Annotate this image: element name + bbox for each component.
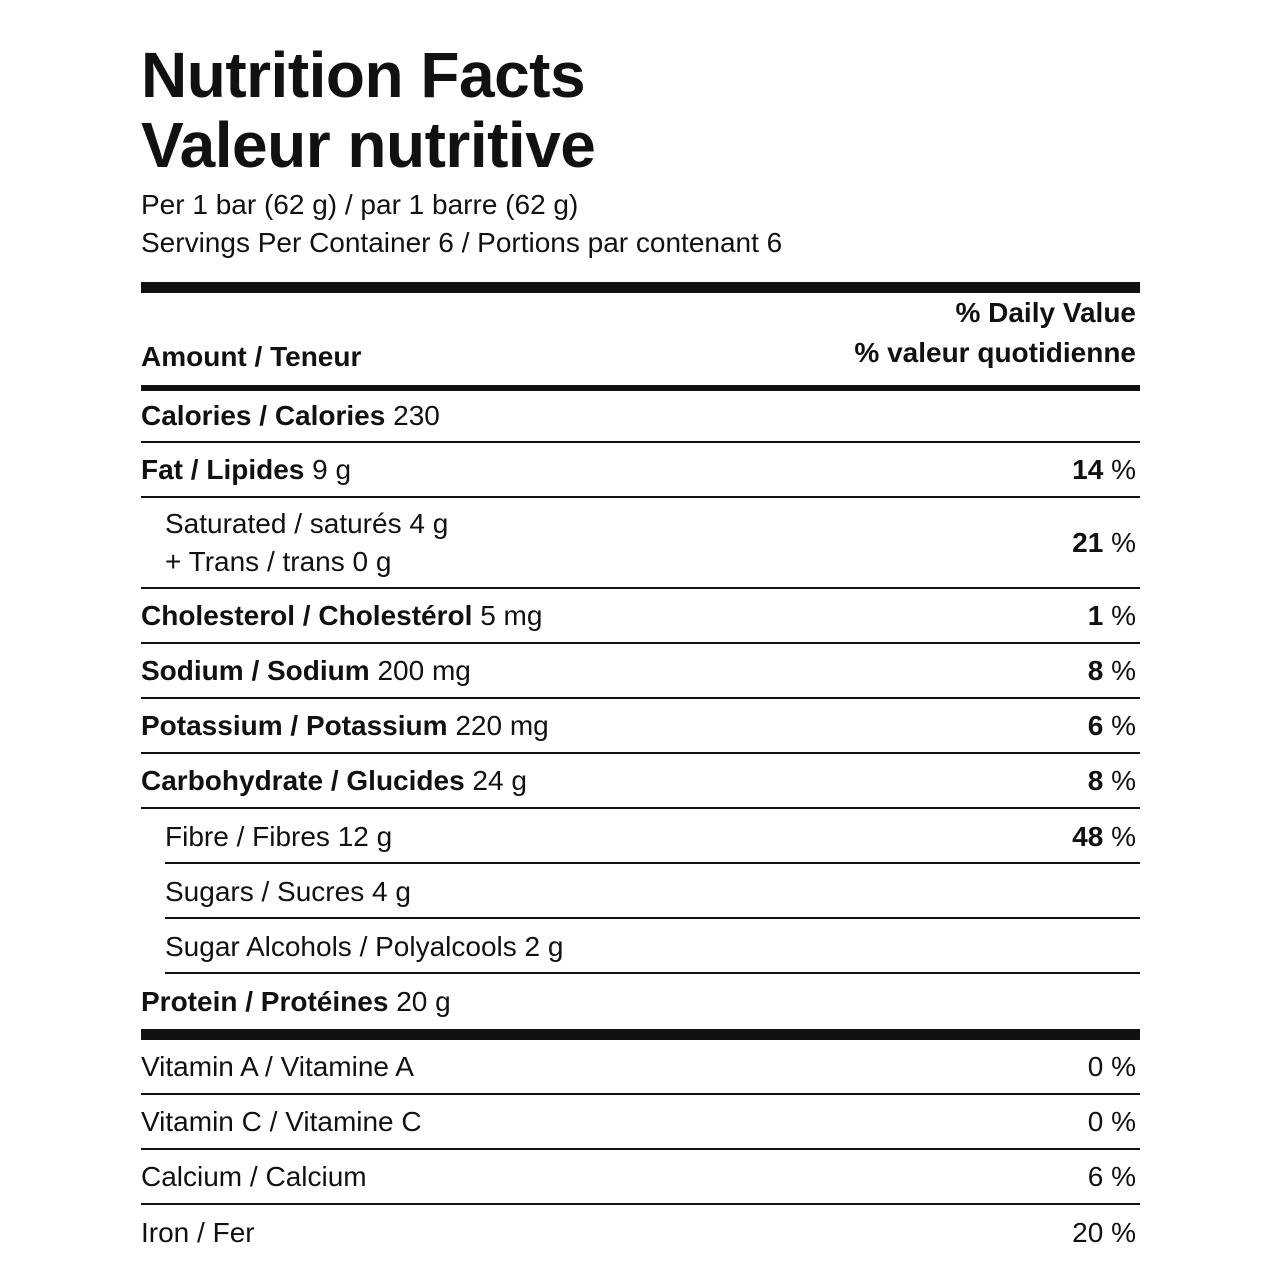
potassium-dv: 6 — [1087, 709, 1104, 741]
cholesterol-dv-unit: % — [1111, 599, 1136, 631]
fat-dv: 14 — [1072, 453, 1104, 485]
saturated-trans-row: Saturated / saturés 4 g + Trans / trans … — [141, 498, 1140, 589]
protein-label: Protein / Protéines — [141, 985, 389, 1017]
carbohydrate-amount: 24 g — [472, 764, 527, 796]
saturated-dv: 21 — [1072, 526, 1104, 558]
cholesterol-row: Cholesterol / Cholestérol 5 mg 1 % — [141, 589, 1140, 644]
vitamin-a-label: Vitamin A / Vitamine A — [141, 1050, 414, 1082]
calcium-label: Calcium / Calcium — [141, 1160, 367, 1192]
vitamin-divider — [141, 1029, 1140, 1040]
thick-divider — [141, 282, 1140, 293]
daily-value-header: % Daily Value % valeur quotidienne — [854, 293, 1136, 373]
sugar-alcohols-row: Sugar Alcohols / Polyalcools 2 g — [141, 919, 1140, 974]
carbohydrate-label: Carbohydrate / Glucides — [141, 764, 465, 796]
calories-amount: 230 — [393, 400, 440, 431]
fibre-row: Fibre / Fibres 12 g 48 % — [141, 809, 1140, 864]
saturated-label: Saturated / saturés 4 g — [165, 507, 449, 539]
potassium-amount: 220 mg — [455, 709, 549, 741]
calories-row: Calories / Calories 230 — [141, 391, 1140, 443]
saturated-dv-unit: % — [1111, 526, 1136, 558]
vitamin-a-row: Vitamin A / Vitamine A 0 % — [141, 1040, 1140, 1095]
nutrition-facts-label: Nutrition Facts Valeur nutritive Per 1 b… — [141, 40, 1140, 1260]
iron-dv: 20 % — [1072, 1216, 1136, 1248]
carbohydrate-dv-unit: % — [1111, 764, 1136, 796]
calories-label: Calories / Calories — [141, 400, 386, 431]
sodium-row: Sodium / Sodium 200 mg 8 % — [141, 644, 1140, 699]
cholesterol-amount: 5 mg — [480, 599, 543, 631]
fibre-dv-unit: % — [1111, 820, 1136, 852]
servings-per-container: Servings Per Container 6 / Portions par … — [141, 227, 783, 258]
sodium-amount: 200 mg — [377, 654, 471, 686]
fat-amount: 9 g — [312, 453, 352, 485]
carbohydrate-row: Carbohydrate / Glucides 24 g 8 % — [141, 754, 1140, 809]
title-french: Valeur nutritive — [141, 109, 596, 181]
iron-label: Iron / Fer — [141, 1216, 255, 1248]
calcium-row: Calcium / Calcium 6 % — [141, 1150, 1140, 1205]
title-english: Nutrition Facts — [141, 39, 586, 111]
trans-label: + Trans / trans 0 g — [165, 545, 392, 577]
carbohydrate-dv: 8 — [1087, 764, 1104, 796]
sugars-label: Sugars / Sucres 4 g — [165, 875, 411, 907]
fat-row: Fat / Lipides 9 g 14 % — [141, 443, 1140, 498]
protein-amount: 20 g — [396, 985, 451, 1017]
iron-row: Iron / Fer 20 % — [141, 1205, 1140, 1260]
medium-divider — [141, 385, 1140, 391]
sodium-label: Sodium / Sodium — [141, 654, 370, 686]
vitamin-c-dv: 0 % — [1087, 1105, 1136, 1137]
fat-label: Fat / Lipides — [141, 453, 305, 485]
vitamin-a-dv: 0 % — [1087, 1050, 1136, 1082]
cholesterol-label: Cholesterol / Cholestérol — [141, 599, 473, 631]
potassium-dv-unit: % — [1111, 709, 1136, 741]
sodium-dv-unit: % — [1111, 654, 1136, 686]
daily-value-fr: % valeur quotidienne — [854, 337, 1136, 368]
column-header: Amount / Teneur % Daily Value % valeur q… — [141, 293, 1140, 385]
fibre-dv: 48 — [1072, 820, 1104, 852]
protein-row: Protein / Protéines 20 g — [141, 974, 1140, 1029]
potassium-label: Potassium / Potassium — [141, 709, 448, 741]
fibre-label: Fibre / Fibres 12 g — [165, 820, 393, 852]
sodium-dv: 8 — [1087, 654, 1104, 686]
serving-size: Per 1 bar (62 g) / par 1 barre (62 g) — [141, 189, 579, 220]
fat-dv-unit: % — [1111, 453, 1136, 485]
potassium-row: Potassium / Potassium 220 mg 6 % — [141, 699, 1140, 754]
vitamin-c-label: Vitamin C / Vitamine C — [141, 1105, 422, 1137]
sugars-row: Sugars / Sucres 4 g — [141, 864, 1140, 919]
sugar-alcohols-label: Sugar Alcohols / Polyalcools 2 g — [165, 930, 564, 962]
daily-value-en: % Daily Value — [955, 297, 1136, 328]
amount-header: Amount / Teneur — [141, 341, 362, 372]
vitamin-c-row: Vitamin C / Vitamine C 0 % — [141, 1095, 1140, 1150]
cholesterol-dv: 1 — [1087, 599, 1104, 631]
calcium-dv: 6 % — [1087, 1160, 1136, 1192]
